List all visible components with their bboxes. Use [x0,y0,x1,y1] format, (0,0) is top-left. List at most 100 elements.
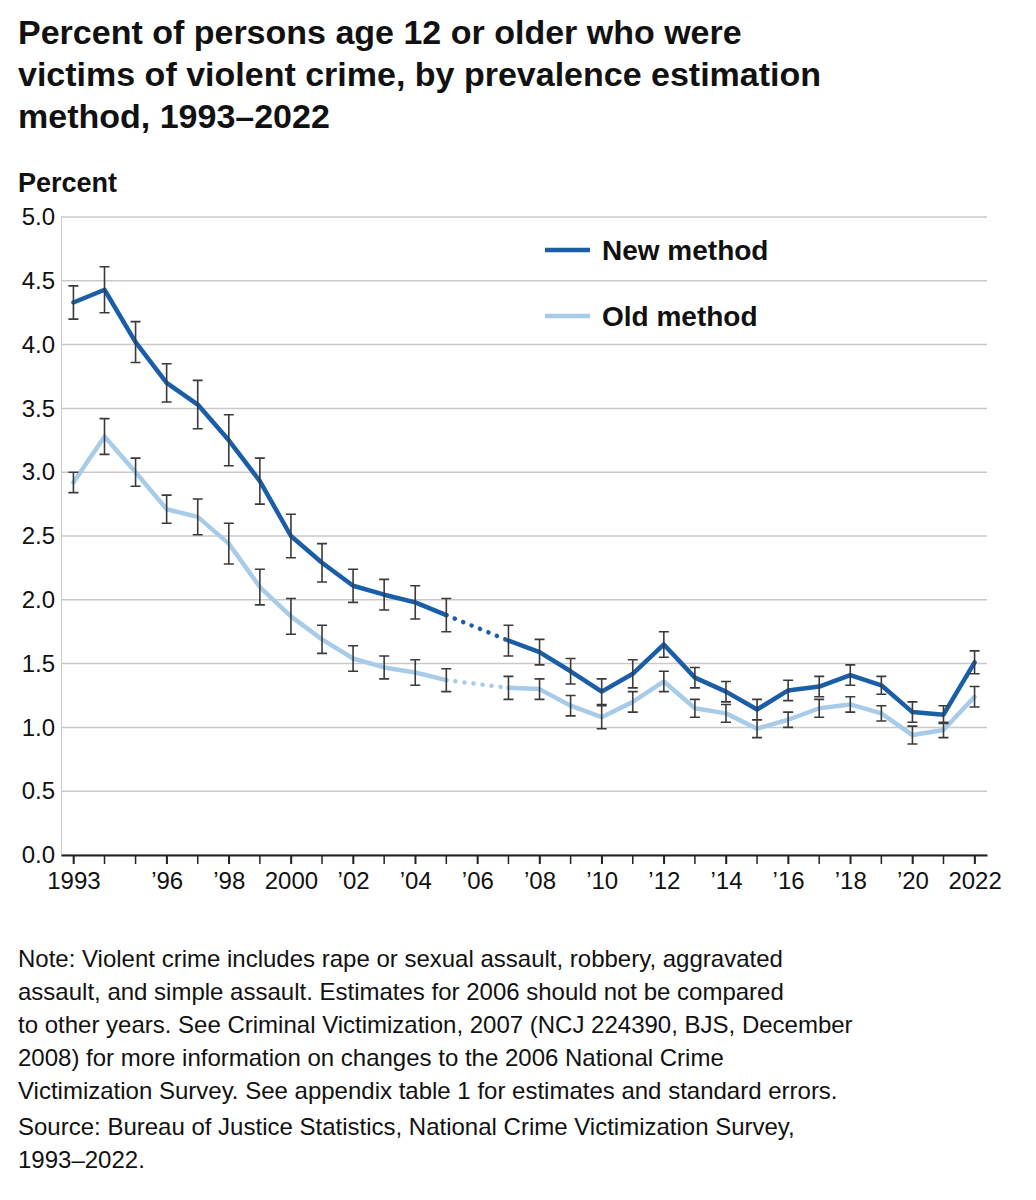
grid-line [61,216,987,218]
y-tick-label: 3.5 [22,395,55,422]
x-tick-label: 2000 [265,867,318,894]
x-tick-label: ’04 [400,867,432,894]
chart-container: Percent of persons age 12 or older who w… [0,0,1036,1200]
x-minor-tick [477,855,479,864]
error-bar [286,599,296,635]
x-tick-mark [229,855,231,864]
x-tick-label: 2022 [948,867,1001,894]
x-tick-label: ’20 [897,867,929,894]
error-bar [659,671,669,691]
error-bars [68,419,979,744]
error-bar [317,544,327,582]
x-tick-mark [788,855,790,864]
x-tick-mark [912,855,914,864]
error-bar [876,676,886,694]
x-minor-tick [228,855,230,864]
x-tick-label: ’10 [586,867,618,894]
x-minor-tick [818,855,820,864]
x-tick: ’12 [648,855,680,894]
error-bar [193,380,203,428]
error-bar [68,286,78,319]
y-tick-label: 3.0 [22,458,55,485]
note-line: 2008) for more information on changes to… [18,1044,724,1071]
note-line: Victimization Survey. See appendix table… [18,1077,838,1104]
series-line [73,436,974,735]
x-tick: ’20 [897,855,929,894]
x-minor-tick [974,855,976,864]
y-axis-title: Percent [18,168,117,198]
y-tick-label: 0.0 [22,841,55,868]
x-minor-tick [290,855,292,864]
x-minor-tick [166,855,168,864]
error-bar [100,419,110,455]
chart-title-line: victims of violent crime, by prevalence … [18,55,821,93]
y-tick: 5.0 [22,203,61,230]
y-tick: 2.0 [22,586,61,613]
x-tick-label: ’14 [710,867,742,894]
y-tick: 3.5 [22,395,61,422]
x-axis-line [62,855,988,857]
x-minor-tick [508,855,510,864]
x-tick-mark [166,855,168,864]
error-bar [752,720,762,738]
x-tick-label: ’98 [213,867,245,894]
x-tick: ’10 [586,855,618,894]
x-minor-tick [694,855,696,864]
error-bar [752,699,762,719]
x-tick: ’08 [524,855,556,894]
y-axis-line [61,218,62,856]
x-tick: ’04 [400,855,432,894]
x-tick-mark [539,855,541,864]
source: Source: Bureau of Justice Statistics, Na… [18,1113,795,1173]
legend-swatch [545,248,590,253]
x-tick-label: ’16 [773,867,805,894]
error-bar [845,665,855,685]
y-tick-label: 1.0 [22,714,55,741]
x-tick-mark [664,855,666,864]
error-bar [131,322,141,363]
error-bar [348,569,358,602]
x-minor-tick [787,855,789,864]
grid-line [61,790,987,792]
y-tick: 4.0 [22,331,61,358]
error-bar [68,472,78,492]
error-bar [224,415,234,466]
x-tick: ’16 [773,855,805,894]
error-bar [814,676,824,696]
y-tick-label: 4.5 [22,267,55,294]
chart-svg: Percent of persons age 12 or older who w… [0,0,1036,1200]
error-bar [441,599,451,632]
error-bar [535,639,545,665]
error-bar [876,706,886,721]
y-tick-label: 5.0 [22,203,55,230]
x-tick-label: ’18 [835,867,867,894]
error-bar [814,699,824,717]
error-bar [503,625,513,656]
error-bar [255,569,265,605]
x-tick-mark [415,855,417,864]
error-bar [628,692,638,712]
series-line [73,290,974,715]
x-tick-mark [726,855,728,864]
error-bar [193,499,203,535]
x-minor-tick [850,855,852,864]
x-minor-tick [383,855,385,864]
error-bar [286,514,296,557]
error-bar [690,667,700,687]
x-tick-label: 1993 [47,867,100,894]
x-minor-tick [135,855,137,864]
x-minor-tick [414,855,416,864]
error-bar [970,651,980,674]
chart-title-line: method, 1993–2022 [18,97,330,135]
x-minor-tick [446,855,448,864]
x-minor-tick [539,855,541,864]
x-tick-label: ’12 [648,867,680,894]
error-bar [379,579,389,610]
x-minor-tick [725,855,727,864]
error-bar [783,712,793,727]
x-tick: ’06 [462,855,494,894]
source-line: Source: Bureau of Justice Statistics, Na… [18,1113,795,1140]
error-bar [659,632,669,658]
x-tick-mark [477,855,479,864]
error-bar [410,586,420,619]
